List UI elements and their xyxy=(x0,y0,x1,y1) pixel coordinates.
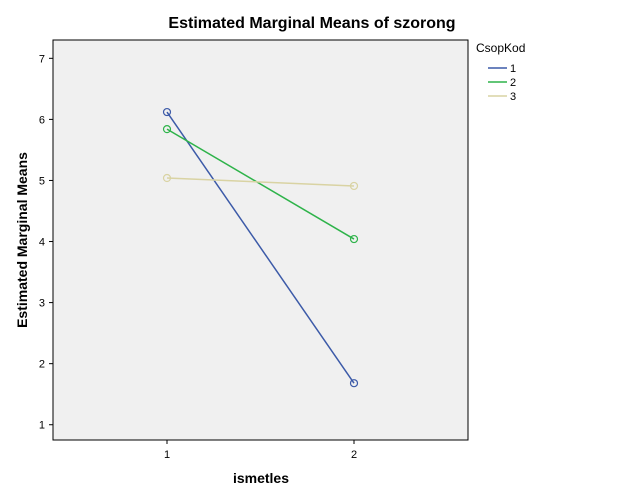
y-axis-title: Estimated Marginal Means xyxy=(14,152,30,328)
series-layer xyxy=(162,107,359,388)
x-tick-label: 1 xyxy=(164,449,170,461)
y-tick-label: 2 xyxy=(39,359,45,371)
series-line-2 xyxy=(166,128,355,240)
series-point-2 xyxy=(349,234,359,244)
y-tick-label: 3 xyxy=(39,298,45,310)
series-point-1 xyxy=(349,379,359,388)
legend-label-3: 3 xyxy=(510,91,516,103)
plot-area xyxy=(52,39,469,441)
series-line-1 xyxy=(166,111,355,384)
legend-items: 1 2 3 xyxy=(488,63,516,103)
y-tick-label: 4 xyxy=(39,237,45,249)
series-point-2 xyxy=(162,125,172,134)
chart-title: Estimated Marginal Means of szorong xyxy=(168,15,455,32)
y-tick-label: 5 xyxy=(39,175,45,187)
y-tick-label: 7 xyxy=(39,53,45,65)
x-tick-label: 2 xyxy=(351,449,357,461)
legend-label-2: 2 xyxy=(510,77,516,89)
legend-label-1: 1 xyxy=(510,63,516,75)
series-point-1 xyxy=(162,107,172,117)
legend: CsopKod 1 2 3 xyxy=(476,41,525,103)
series-point-3 xyxy=(349,181,359,191)
series-point-3 xyxy=(162,173,172,183)
y-tick-label: 6 xyxy=(39,114,45,126)
y-tick-label: 1 xyxy=(39,420,45,432)
legend-title: CsopKod xyxy=(476,41,525,55)
series-line-3 xyxy=(166,177,355,187)
x-axis-title: ismetles xyxy=(233,470,289,486)
y-axis: 1 2 3 4 5 6 7 xyxy=(39,53,53,432)
